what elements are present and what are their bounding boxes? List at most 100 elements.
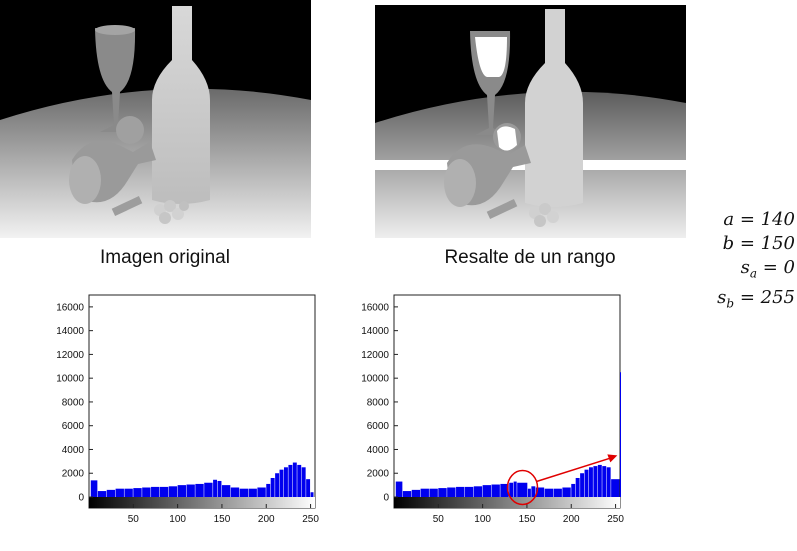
histogram-bar bbox=[580, 473, 585, 497]
plot-frame bbox=[393, 294, 621, 509]
histogram-bar bbox=[584, 469, 589, 497]
x-tick-label: 150 bbox=[214, 514, 231, 525]
histogram-bar bbox=[513, 481, 517, 497]
histogram-bar bbox=[217, 480, 222, 497]
y-tick-label: 16000 bbox=[56, 302, 84, 313]
y-tick-label: 4000 bbox=[367, 445, 390, 456]
histogram-bar bbox=[213, 479, 218, 497]
y-tick-label: 14000 bbox=[361, 326, 389, 337]
histogram-bar bbox=[283, 467, 288, 497]
histogram-bar bbox=[221, 485, 231, 497]
histogram-bar bbox=[531, 486, 536, 497]
arrow-head bbox=[607, 454, 618, 463]
y-tick-label: 12000 bbox=[361, 350, 389, 361]
y-tick-label: 0 bbox=[383, 493, 389, 504]
histogram-bar bbox=[402, 491, 412, 497]
histogram-bar bbox=[159, 486, 169, 497]
histogram-original: 0 2000 4000 6000 8000 10000 12000 14000 16000 50 1… bbox=[56, 294, 319, 525]
histogram-bar bbox=[106, 489, 116, 497]
x-tick-label: 50 bbox=[433, 514, 445, 525]
y-tick-label: 12000 bbox=[56, 350, 84, 361]
histogram-bar bbox=[447, 487, 456, 497]
histogram-bar bbox=[429, 488, 438, 497]
highlight-circle bbox=[506, 469, 539, 506]
histogram-bar bbox=[544, 488, 554, 497]
histogram-bar bbox=[168, 486, 178, 497]
histogram-bar bbox=[310, 492, 314, 497]
x-tick-label: 250 bbox=[302, 514, 319, 525]
histogram-bar bbox=[593, 466, 598, 497]
histogram-bar bbox=[266, 483, 271, 497]
histogram-bar bbox=[239, 488, 249, 497]
histogram-bar bbox=[257, 487, 266, 497]
plot-frame bbox=[88, 294, 316, 509]
histogram-bar bbox=[115, 488, 124, 497]
histogram-bar bbox=[611, 479, 620, 497]
x-tick-label: 200 bbox=[258, 514, 275, 525]
histogram-bar bbox=[620, 372, 621, 497]
y-tick-label: 6000 bbox=[62, 421, 85, 432]
histogram-bar bbox=[535, 487, 545, 497]
histogram-bar bbox=[270, 477, 275, 497]
original-image bbox=[0, 0, 311, 238]
histogram-bar bbox=[606, 467, 611, 497]
histogram-bar bbox=[482, 485, 491, 497]
histogram-bar bbox=[464, 486, 474, 497]
histogram-bar bbox=[142, 487, 151, 497]
histogram-bar bbox=[597, 464, 602, 497]
histogram-bar bbox=[420, 488, 429, 497]
histogram-bar bbox=[275, 473, 280, 497]
histogram-bar bbox=[395, 481, 403, 497]
histogram-bar bbox=[509, 482, 514, 497]
grayscale-bar bbox=[89, 497, 315, 508]
histogram-bar bbox=[124, 488, 133, 497]
caption-original: Imagen original bbox=[100, 247, 230, 268]
x-tick-label: 50 bbox=[128, 514, 140, 525]
histogram-bar bbox=[553, 488, 562, 497]
histogram-bar bbox=[151, 486, 160, 497]
histogram-highlighted: 0 2000 4000 6000 8000 10000 12000 14000 16000 50 1… bbox=[361, 294, 624, 525]
histogram-bar bbox=[527, 488, 531, 497]
histogram-bar bbox=[306, 479, 311, 497]
param-sa: sa = 0 bbox=[740, 257, 795, 281]
histogram-bar bbox=[575, 477, 580, 497]
histogram-bar bbox=[279, 469, 284, 497]
highlighted-image bbox=[375, 5, 686, 238]
y-tick-label: 16000 bbox=[361, 302, 389, 313]
histogram-bar bbox=[177, 485, 186, 497]
y-tick-label: 8000 bbox=[62, 397, 85, 408]
transform-parameters: a = 140 b = 150 sa = 0 sb = 255 bbox=[690, 208, 795, 315]
histogram-bar bbox=[438, 488, 447, 497]
y-tick-label: 2000 bbox=[367, 469, 390, 480]
histogram-bar bbox=[411, 489, 421, 497]
histogram-bar bbox=[195, 483, 204, 497]
histogram-bar bbox=[500, 483, 509, 497]
histogram-bar bbox=[588, 467, 593, 497]
histogram-bar bbox=[602, 466, 607, 497]
histogram-bar bbox=[204, 482, 213, 497]
y-tick-label: 10000 bbox=[361, 374, 389, 385]
x-tick-label: 100 bbox=[474, 514, 491, 525]
caption-highlighted: Resalte de un rango bbox=[444, 247, 616, 268]
histogram-bar bbox=[517, 482, 528, 497]
x-tick-label: 200 bbox=[563, 514, 580, 525]
histogram-bar bbox=[297, 464, 302, 497]
x-tick-label: 100 bbox=[169, 514, 186, 525]
grayscale-bar bbox=[394, 497, 620, 508]
histogram-bar bbox=[562, 487, 571, 497]
histogram-bar bbox=[301, 467, 306, 497]
y-tick-label: 0 bbox=[78, 493, 84, 504]
histogram-bar bbox=[186, 484, 195, 497]
histogram-bar bbox=[292, 462, 297, 497]
param-a: a = 140 bbox=[723, 209, 795, 230]
y-tick-label: 4000 bbox=[62, 445, 85, 456]
histogram-bar bbox=[491, 484, 500, 497]
histogram-bar bbox=[288, 464, 293, 497]
histogram-bar bbox=[248, 488, 257, 497]
y-tick-label: 6000 bbox=[367, 421, 390, 432]
x-tick-label: 150 bbox=[519, 514, 536, 525]
y-tick-label: 8000 bbox=[367, 397, 390, 408]
y-tick-label: 14000 bbox=[56, 326, 84, 337]
histogram-bar bbox=[571, 483, 576, 497]
histogram-bar bbox=[97, 491, 107, 497]
